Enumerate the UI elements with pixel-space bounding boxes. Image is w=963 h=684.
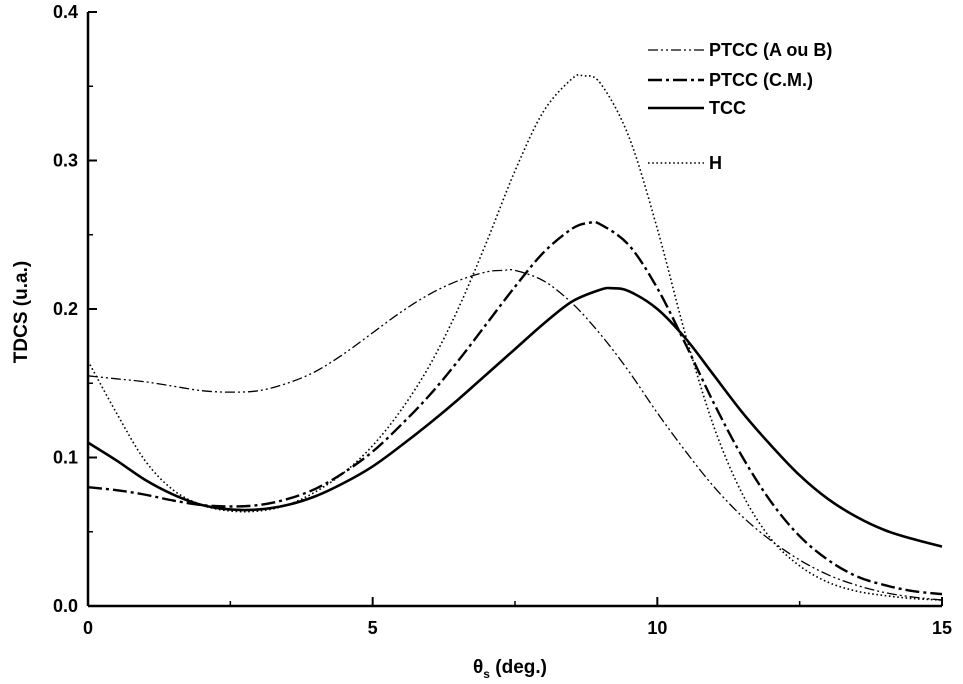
y-tick-label: 0.0 <box>53 596 78 616</box>
axes <box>86 12 942 608</box>
x-tick-label: 5 <box>368 618 378 638</box>
y-tick-label: 0.4 <box>53 2 78 22</box>
x-tick-label: 15 <box>932 618 952 638</box>
x-axis-label: θs (deg.) <box>473 657 547 681</box>
ticks: 0.0 0.1 0.2 0.3 0.4 0 5 10 15 <box>53 2 952 638</box>
x-tick-label: 10 <box>647 618 667 638</box>
y-tick-label: 0.2 <box>53 299 78 319</box>
legend-label-h: H <box>709 153 722 173</box>
series-line-tcc <box>87 286 943 548</box>
x-tick-label: 0 <box>83 618 93 638</box>
series-line-ptcc-a-ou-b <box>87 268 943 601</box>
y-tick-label: 0.1 <box>53 448 78 468</box>
legend-label-tcc: TCC <box>709 98 746 118</box>
y-axis-label: TDCS (u.a.) <box>11 261 32 363</box>
series-lines <box>87 74 943 601</box>
legend: PTCC (A ou B) PTCC (C.M.) TCC H <box>648 40 832 173</box>
legend-label-ptcc-a-ou-b: PTCC (A ou B) <box>709 40 832 60</box>
y-tick-label: 0.3 <box>53 151 78 171</box>
series-line-h <box>87 74 943 601</box>
series-line-ptcc-c-m <box>87 220 943 596</box>
legend-label-ptcc-c-m: PTCC (C.M.) <box>709 70 813 90</box>
